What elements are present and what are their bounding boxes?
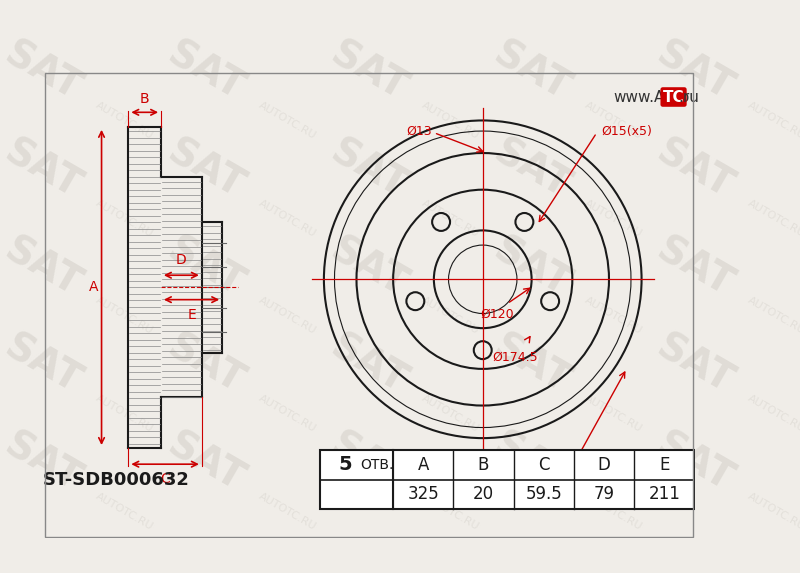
Text: D: D — [176, 253, 186, 267]
Text: AUTOTC.RU: AUTOTC.RU — [420, 198, 481, 239]
Text: SAT: SAT — [486, 426, 577, 500]
Text: AUTOTC.RU: AUTOTC.RU — [94, 198, 155, 239]
Text: SAT: SAT — [650, 35, 739, 108]
Text: C: C — [160, 472, 170, 486]
Text: Ø15(x5): Ø15(x5) — [601, 124, 652, 138]
Text: SAT: SAT — [486, 132, 577, 206]
Text: SAT: SAT — [161, 230, 250, 304]
Text: SAT: SAT — [324, 132, 414, 206]
Text: SAT: SAT — [650, 426, 739, 500]
Text: TC: TC — [662, 89, 684, 104]
Text: AUTOTC.RU: AUTOTC.RU — [420, 296, 481, 336]
Text: AUTOTC.RU: AUTOTC.RU — [420, 491, 481, 532]
Text: 325: 325 — [407, 485, 439, 503]
Text: AUTOTC.RU: AUTOTC.RU — [746, 100, 800, 141]
Text: .ru: .ru — [678, 89, 699, 104]
Text: 211: 211 — [649, 485, 680, 503]
Text: AUTOTC.RU: AUTOTC.RU — [582, 296, 643, 336]
Text: E: E — [187, 308, 196, 322]
Text: SAT: SAT — [324, 426, 414, 500]
Text: SAT: SAT — [0, 35, 88, 108]
Text: SAT: SAT — [324, 35, 414, 108]
Text: D: D — [598, 456, 610, 474]
Text: AUTOTC.RU: AUTOTC.RU — [257, 393, 318, 434]
Text: SAT: SAT — [161, 132, 250, 206]
Text: SAT: SAT — [486, 35, 577, 108]
Text: AUTOTC.RU: AUTOTC.RU — [420, 100, 481, 141]
Text: SAT: SAT — [650, 230, 739, 304]
Text: A: A — [89, 280, 98, 295]
FancyBboxPatch shape — [320, 450, 393, 509]
Text: AUTOTC.RU: AUTOTC.RU — [257, 296, 318, 336]
Text: SAT: SAT — [486, 230, 577, 304]
Text: AUTOTC.RU: AUTOTC.RU — [94, 296, 155, 336]
Text: E: E — [659, 456, 670, 474]
Text: Ø174.5: Ø174.5 — [493, 351, 538, 364]
Text: AUTOTC.RU: AUTOTC.RU — [94, 491, 155, 532]
Text: 5: 5 — [338, 456, 353, 474]
Text: 59.5: 59.5 — [526, 485, 562, 503]
Text: ОТВ.: ОТВ. — [361, 458, 394, 472]
Text: Ø120: Ø120 — [481, 308, 514, 321]
Text: AUTOTC.RU: AUTOTC.RU — [746, 198, 800, 239]
Text: AUTOTC.RU: AUTOTC.RU — [746, 296, 800, 336]
FancyBboxPatch shape — [393, 450, 694, 509]
Text: B: B — [478, 456, 490, 474]
Text: 79: 79 — [594, 485, 614, 503]
Text: SAT: SAT — [0, 230, 88, 304]
Text: Ø12.7: Ø12.7 — [562, 458, 599, 472]
Text: AUTOTC.RU: AUTOTC.RU — [257, 491, 318, 532]
Text: B: B — [140, 92, 150, 106]
Text: SAT: SAT — [486, 328, 577, 402]
Text: AUTOTC.RU: AUTOTC.RU — [582, 198, 643, 239]
Text: AUTOTC.RU: AUTOTC.RU — [420, 393, 481, 434]
Text: SAT: SAT — [324, 328, 414, 402]
Text: SAT: SAT — [161, 426, 250, 500]
Text: SAT: SAT — [161, 328, 250, 402]
Text: C: C — [538, 456, 550, 474]
Text: SAT: SAT — [161, 35, 250, 108]
Text: SAT: SAT — [0, 132, 88, 206]
Text: SAT: SAT — [650, 132, 739, 206]
Text: SAT: SAT — [324, 230, 414, 304]
Text: AUTOTC.RU: AUTOTC.RU — [582, 393, 643, 434]
Text: AUTOTC.RU: AUTOTC.RU — [582, 100, 643, 141]
Text: ST-SDB000632: ST-SDB000632 — [42, 470, 190, 489]
Text: AUTOTC.RU: AUTOTC.RU — [582, 491, 643, 532]
Text: AUTOTC.RU: AUTOTC.RU — [257, 198, 318, 239]
Text: AUTOTC.RU: AUTOTC.RU — [746, 393, 800, 434]
Text: AUTOTC.RU: AUTOTC.RU — [746, 491, 800, 532]
Text: SAT: SAT — [650, 328, 739, 402]
Text: SAT: SAT — [0, 426, 88, 500]
Text: AUTOTC.RU: AUTOTC.RU — [94, 393, 155, 434]
Text: AUTOTC.RU: AUTOTC.RU — [94, 100, 155, 141]
Text: AUTOTC.RU: AUTOTC.RU — [257, 100, 318, 141]
Text: Ø13: Ø13 — [406, 124, 432, 138]
Text: 20: 20 — [473, 485, 494, 503]
Text: A: A — [418, 456, 429, 474]
Text: www.Auto: www.Auto — [613, 89, 690, 104]
Text: SAT: SAT — [0, 328, 88, 402]
